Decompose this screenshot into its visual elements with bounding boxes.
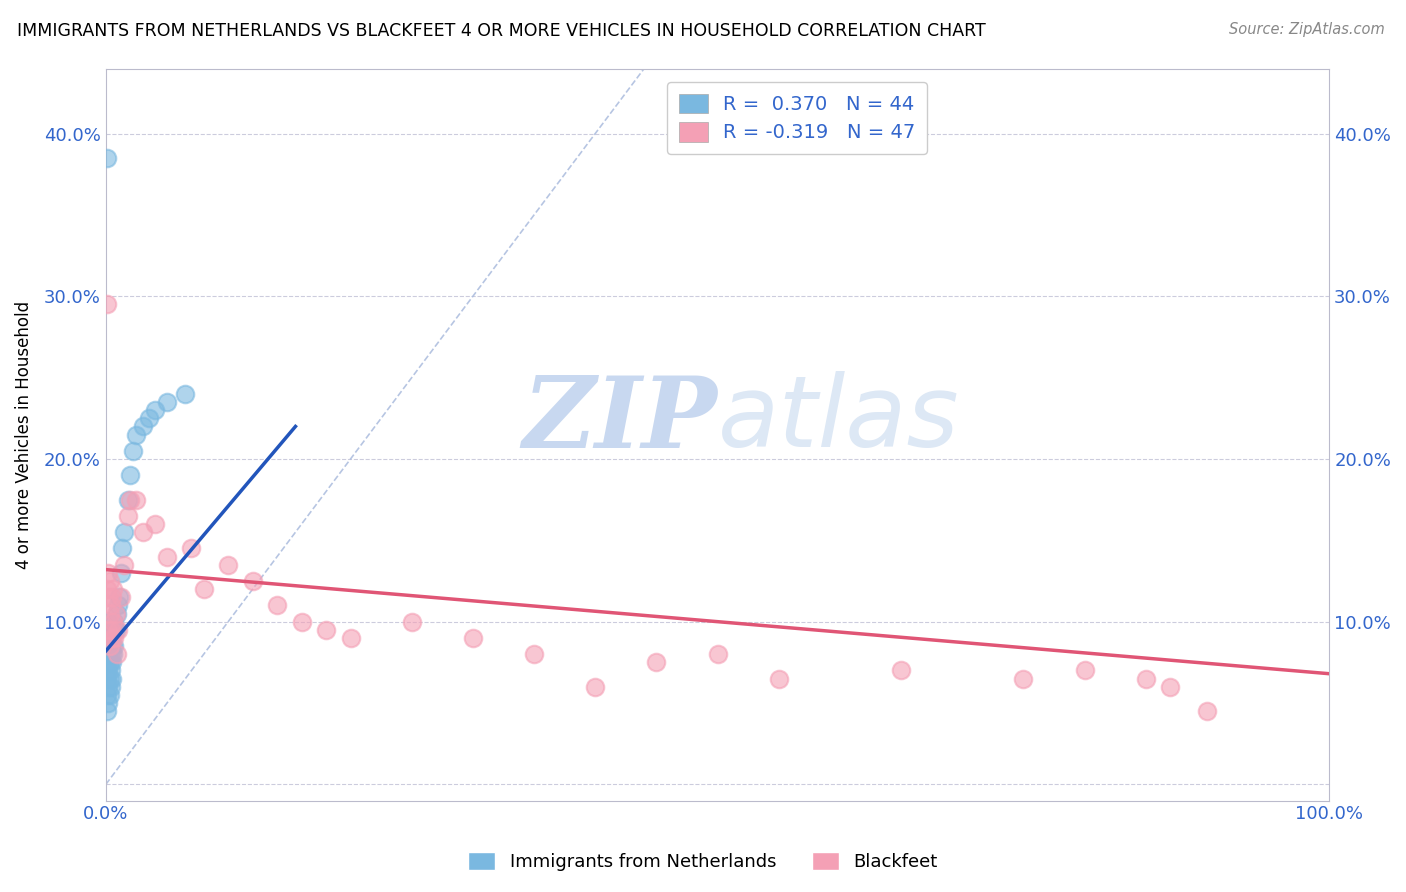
Point — [97, 647, 120, 661]
Point — [1073, 664, 1095, 678]
Point — [401, 615, 423, 629]
Text: Source: ZipAtlas.com: Source: ZipAtlas.com — [1229, 22, 1385, 37]
Point — [96, 688, 118, 702]
Point — [107, 599, 129, 613]
Point — [768, 672, 790, 686]
Point — [461, 631, 484, 645]
Point — [110, 591, 132, 605]
Point — [112, 525, 135, 540]
Point — [107, 623, 129, 637]
Point — [105, 647, 128, 661]
Point — [103, 615, 125, 629]
Legend: R =  0.370   N = 44, R = -0.319   N = 47: R = 0.370 N = 44, R = -0.319 N = 47 — [666, 82, 927, 154]
Point — [104, 607, 127, 621]
Point — [96, 582, 118, 596]
Point — [105, 607, 128, 621]
Point — [143, 403, 166, 417]
Point — [125, 492, 148, 507]
Point — [96, 151, 118, 165]
Point — [98, 623, 121, 637]
Point — [131, 419, 153, 434]
Point — [97, 591, 120, 605]
Point — [1195, 704, 1218, 718]
Point — [101, 656, 124, 670]
Point — [120, 492, 142, 507]
Point — [100, 664, 122, 678]
Point — [97, 615, 120, 629]
Point — [98, 688, 121, 702]
Point — [104, 623, 127, 637]
Point — [110, 566, 132, 580]
Point — [890, 664, 912, 678]
Point — [645, 656, 668, 670]
Point — [156, 395, 179, 409]
Point — [117, 492, 139, 507]
Point — [101, 672, 124, 686]
Point — [98, 639, 121, 653]
Point — [98, 639, 121, 653]
Text: ZIP: ZIP — [523, 372, 717, 468]
Point — [217, 558, 239, 572]
Point — [97, 664, 120, 678]
Point — [97, 623, 120, 637]
Point — [98, 607, 121, 621]
Point — [1135, 672, 1157, 686]
Point — [97, 631, 120, 645]
Point — [103, 623, 125, 637]
Point — [101, 591, 124, 605]
Point — [100, 631, 122, 645]
Point — [103, 615, 125, 629]
Point — [97, 680, 120, 694]
Point — [193, 582, 215, 596]
Point — [523, 647, 546, 661]
Point — [98, 574, 121, 588]
Point — [96, 656, 118, 670]
Point — [100, 623, 122, 637]
Point — [100, 680, 122, 694]
Point — [583, 680, 606, 694]
Point — [1159, 680, 1181, 694]
Point — [108, 591, 131, 605]
Point — [117, 508, 139, 523]
Point — [111, 541, 134, 556]
Point — [112, 558, 135, 572]
Point — [138, 411, 160, 425]
Point — [266, 599, 288, 613]
Point — [96, 704, 118, 718]
Point — [100, 647, 122, 661]
Text: atlas: atlas — [717, 371, 959, 468]
Point — [98, 656, 121, 670]
Point — [131, 525, 153, 540]
Point — [143, 516, 166, 531]
Point — [96, 639, 118, 653]
Point — [100, 599, 122, 613]
Point — [315, 623, 337, 637]
Point — [180, 541, 202, 556]
Point — [339, 631, 361, 645]
Point — [125, 427, 148, 442]
Legend: Immigrants from Netherlands, Blackfeet: Immigrants from Netherlands, Blackfeet — [461, 845, 945, 879]
Point — [706, 647, 728, 661]
Point — [97, 696, 120, 710]
Point — [103, 582, 125, 596]
Point — [101, 631, 124, 645]
Y-axis label: 4 or more Vehicles in Household: 4 or more Vehicles in Household — [15, 301, 32, 568]
Point — [98, 672, 121, 686]
Point — [121, 443, 143, 458]
Point — [242, 574, 264, 588]
Point — [96, 672, 118, 686]
Point — [291, 615, 314, 629]
Point — [103, 631, 125, 645]
Point — [174, 387, 197, 401]
Text: IMMIGRANTS FROM NETHERLANDS VS BLACKFEET 4 OR MORE VEHICLES IN HOUSEHOLD CORRELA: IMMIGRANTS FROM NETHERLANDS VS BLACKFEET… — [17, 22, 986, 40]
Point — [96, 297, 118, 311]
Point — [1012, 672, 1035, 686]
Point — [97, 566, 120, 580]
Point — [156, 549, 179, 564]
Point — [103, 639, 125, 653]
Point — [101, 639, 124, 653]
Point — [120, 468, 142, 483]
Point — [103, 647, 125, 661]
